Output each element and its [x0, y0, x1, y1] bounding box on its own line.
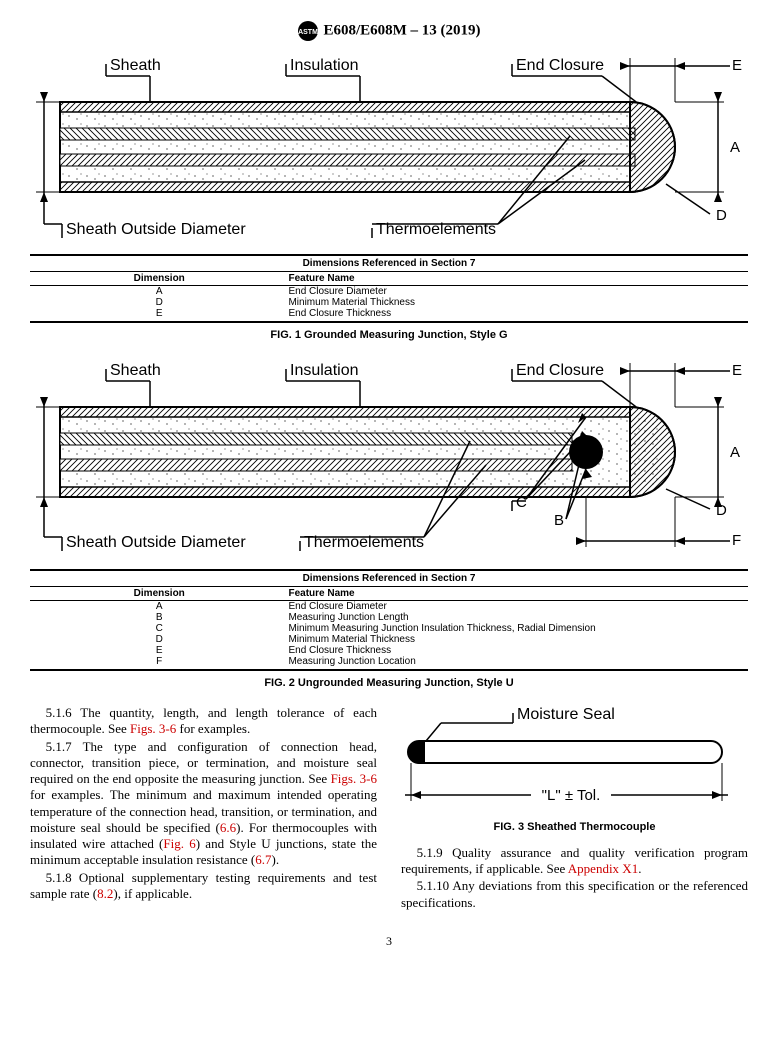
label-insulation: Insulation [290, 362, 359, 379]
label-sheath: Sheath [110, 57, 161, 74]
label-sod: Sheath Outside Diameter [66, 534, 246, 551]
link-figs-3-6[interactable]: Figs. 3-6 [130, 721, 176, 736]
link-fig-6[interactable]: Fig. 6 [163, 836, 195, 851]
link-appendix-x1[interactable]: Appendix X1 [568, 861, 638, 876]
fig1-caption: FIG. 1 Grounded Measuring Junction, Styl… [30, 329, 748, 341]
dim-A: A [730, 444, 740, 461]
dim-F: F [732, 532, 741, 549]
para-5110: 5.1.10 Any deviations from this specific… [401, 878, 748, 911]
col-dimension: Dimension [30, 587, 288, 601]
col-feature: Feature Name [288, 272, 748, 286]
para-517: 5.1.7 The type and configuration of conn… [30, 739, 377, 869]
label-endclosure: End Closure [516, 57, 604, 74]
label-sod: Sheath Outside Diameter [66, 221, 246, 238]
link-6.6[interactable]: 6.6 [220, 820, 236, 835]
table-title: Dimensions Referenced in Section 7 [30, 570, 748, 587]
dim-D: D [716, 207, 727, 224]
link-figs-3-6[interactable]: Figs. 3-6 [331, 771, 377, 786]
label-moisture: Moisture Seal [517, 706, 615, 723]
table-row: F [30, 656, 288, 670]
table-row: D [30, 634, 288, 645]
dim-L: "L" ± Tol. [542, 787, 601, 804]
label-endclosure: End Closure [516, 362, 604, 379]
table-title: Dimensions Referenced in Section 7 [30, 255, 748, 272]
figure-2: Sheath Insulation End Closure A E D [30, 357, 748, 689]
table-row: B [30, 612, 288, 623]
dim-E: E [732, 362, 742, 379]
table-row: C [30, 623, 288, 634]
page-header: ASTM E608/E608M – 13 (2019) [30, 20, 748, 42]
label-insulation: Insulation [290, 57, 359, 74]
table-row: D [30, 297, 288, 308]
table-row: A [30, 286, 288, 298]
svg-text:ASTM: ASTM [299, 29, 319, 36]
figure-1-svg: Sheath Insulation End Closure A E [30, 52, 748, 252]
fig1-dimensions-table: Dimensions Referenced in Section 7 Dimen… [30, 254, 748, 323]
fig3-caption: FIG. 3 Sheathed Thermocouple [401, 821, 748, 835]
link-8.2[interactable]: 8.2 [97, 886, 113, 901]
body-columns: 5.1.6 The quantity, length, and length t… [30, 705, 748, 912]
dim-E: E [732, 57, 742, 74]
figure-1: Sheath Insulation End Closure A E [30, 52, 748, 341]
astm-logo-icon: ASTM [297, 20, 319, 42]
col-feature: Feature Name [288, 587, 748, 601]
para-518: 5.1.8 Optional supplementary testing req… [30, 870, 377, 903]
link-6.7[interactable]: 6.7 [255, 852, 271, 867]
figure-3-svg: Moisture Seal "L" ± Tol. [401, 705, 741, 815]
label-sheath: Sheath [110, 362, 161, 379]
para-516: 5.1.6 The quantity, length, and length t… [30, 705, 377, 738]
header-text: E608/E608M – 13 (2019) [323, 22, 480, 38]
dim-B: B [554, 512, 564, 529]
table-row: E [30, 308, 288, 322]
dim-A: A [730, 139, 740, 156]
table-row: E [30, 645, 288, 656]
figure-2-svg: Sheath Insulation End Closure A E D [30, 357, 748, 567]
column-left: 5.1.6 The quantity, length, and length t… [30, 705, 377, 912]
column-right: Moisture Seal "L" ± Tol. FIG. 3 Sheathed… [401, 705, 748, 912]
para-519: 5.1.9 Quality assurance and quality veri… [401, 845, 748, 878]
dim-D: D [716, 502, 727, 519]
table-row: A [30, 601, 288, 613]
fig2-dimensions-table: Dimensions Referenced in Section 7 Dimen… [30, 569, 748, 671]
fig2-caption: FIG. 2 Ungrounded Measuring Junction, St… [30, 677, 748, 689]
col-dimension: Dimension [30, 272, 288, 286]
page-number: 3 [30, 934, 748, 949]
dim-C: C [516, 494, 527, 511]
